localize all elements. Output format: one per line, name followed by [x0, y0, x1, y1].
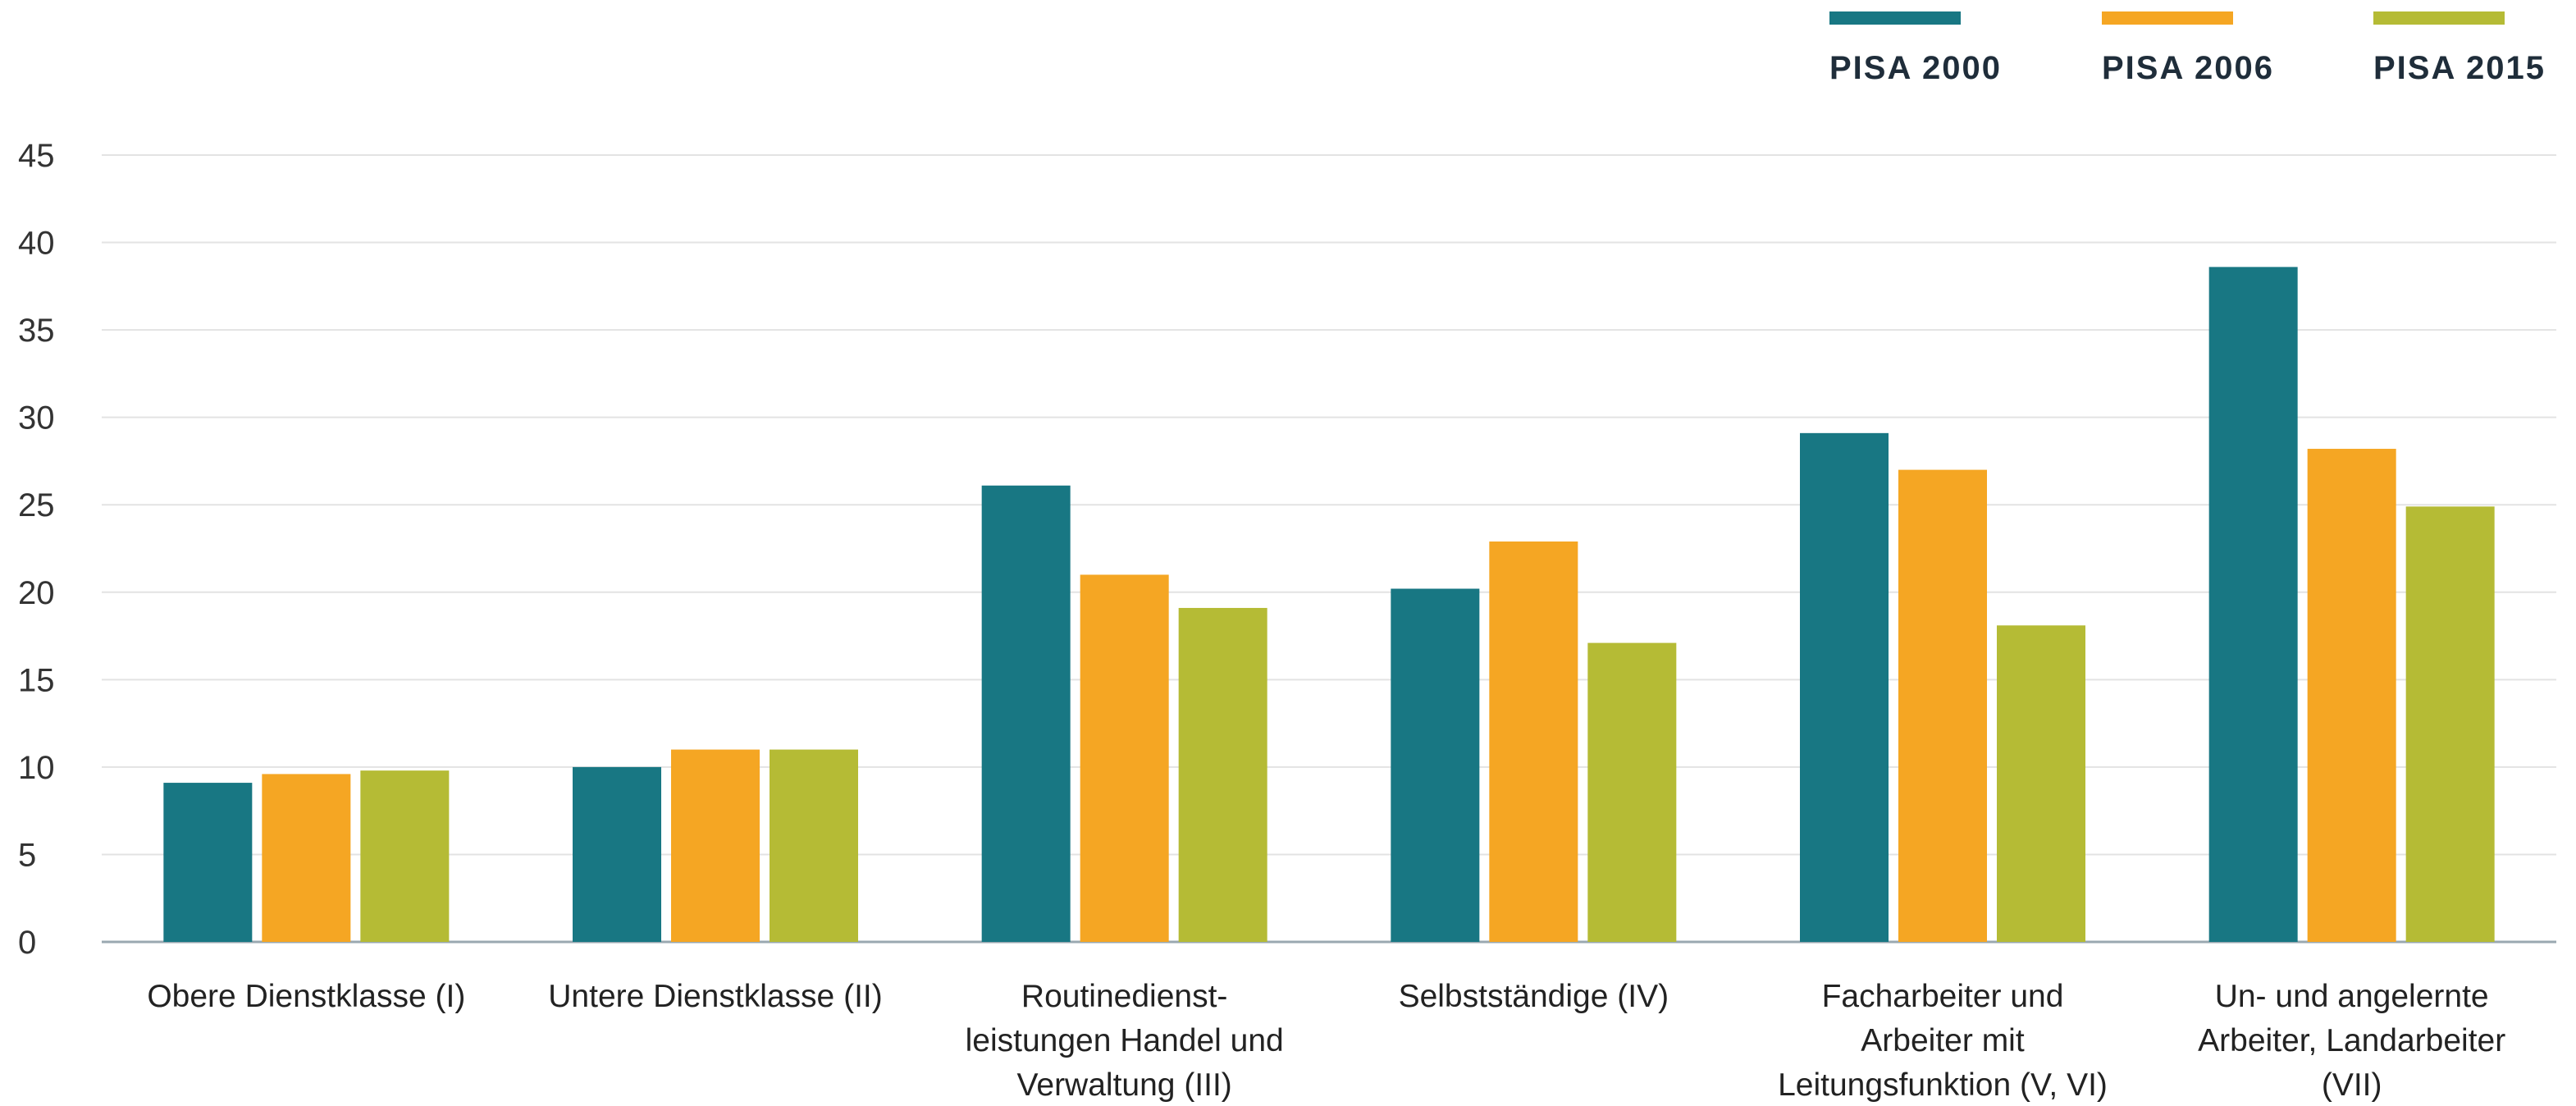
y-tick-label: 45	[18, 138, 55, 174]
x-category-label-line: Un- und angelernte	[2215, 979, 2489, 1014]
legend-label: PISA 2000	[1829, 50, 2002, 86]
legend-label: PISA 2006	[2102, 50, 2274, 86]
y-tick-label: 35	[18, 313, 55, 349]
x-axis: Obere Dienstklasse (I) Untere Dienstklass…	[147, 979, 2505, 1103]
legend-swatch	[2373, 11, 2505, 25]
x-category-label-line: Verwaltung (III)	[1017, 1067, 1232, 1103]
x-category-label: Untere Dienstklasse (II)	[548, 979, 882, 1014]
x-category-label: Obere Dienstklasse (I)	[147, 979, 465, 1014]
bar	[2208, 267, 2298, 942]
y-tick-label: 0	[18, 925, 36, 961]
bar	[671, 749, 760, 942]
x-category-label-line: Arbeiter, Landarbeiter	[2198, 1023, 2505, 1058]
bar	[981, 485, 1071, 942]
bar	[262, 774, 351, 942]
bar	[1800, 432, 1889, 942]
bars	[163, 267, 2495, 942]
x-category-label: Facharbeiter und Arbeiter mit Leitungsfunk…	[1778, 979, 2108, 1103]
y-axis: 0 5 10 15 20 25 30 35 40 45	[18, 138, 2556, 961]
x-category-label-line: leistungen Handel und	[966, 1023, 1284, 1058]
x-category-label: Selbstständige (IV)	[1399, 979, 1669, 1014]
bar	[573, 766, 661, 942]
legend: PISA 2000 PISA 2006 PISA 2015	[1829, 11, 2546, 86]
y-tick-label: 40	[18, 226, 55, 262]
y-tick-label: 20	[18, 575, 55, 611]
bar	[1898, 469, 1987, 942]
legend-label: PISA 2015	[2373, 50, 2546, 86]
bar	[2307, 449, 2396, 942]
bar	[1997, 625, 2085, 942]
bar	[2405, 506, 2495, 942]
y-tick-label: 10	[18, 750, 55, 786]
y-tick-label: 25	[18, 487, 55, 523]
y-tick-label: 5	[18, 837, 36, 873]
y-tick-label: 15	[18, 662, 55, 698]
y-tick-label: 30	[18, 400, 55, 436]
bar	[1587, 642, 1677, 942]
x-category-label-line: Arbeiter mit	[1861, 1023, 2025, 1058]
bar	[1178, 607, 1267, 942]
x-category-label-line: (VII)	[2322, 1067, 2382, 1103]
x-category-label-line: Obere Dienstklasse (I)	[147, 979, 465, 1014]
bar	[770, 749, 858, 942]
legend-swatch	[1829, 11, 1961, 25]
gridlines	[102, 154, 2556, 856]
bar	[163, 783, 253, 942]
legend-swatch	[2102, 11, 2233, 25]
bar	[1391, 588, 1480, 942]
x-category-label-line: Facharbeiter und	[1822, 979, 2064, 1014]
x-category-label-line: Untere Dienstklasse (II)	[548, 979, 882, 1014]
x-category-label-line: Selbstständige (IV)	[1399, 979, 1669, 1014]
bar	[1489, 541, 1578, 942]
bar	[360, 770, 450, 942]
x-category-label: Un- und angelernte Arbeiter, Landarbeiter…	[2198, 979, 2505, 1103]
x-category-label-line: Leitungsfunktion (V, VI)	[1778, 1067, 2108, 1103]
x-category-label-line: Routinedienst-	[1021, 979, 1227, 1014]
bar	[1080, 574, 1169, 942]
x-category-label: Routinedienst-leistungen Handel und Verwa…	[966, 979, 1284, 1103]
